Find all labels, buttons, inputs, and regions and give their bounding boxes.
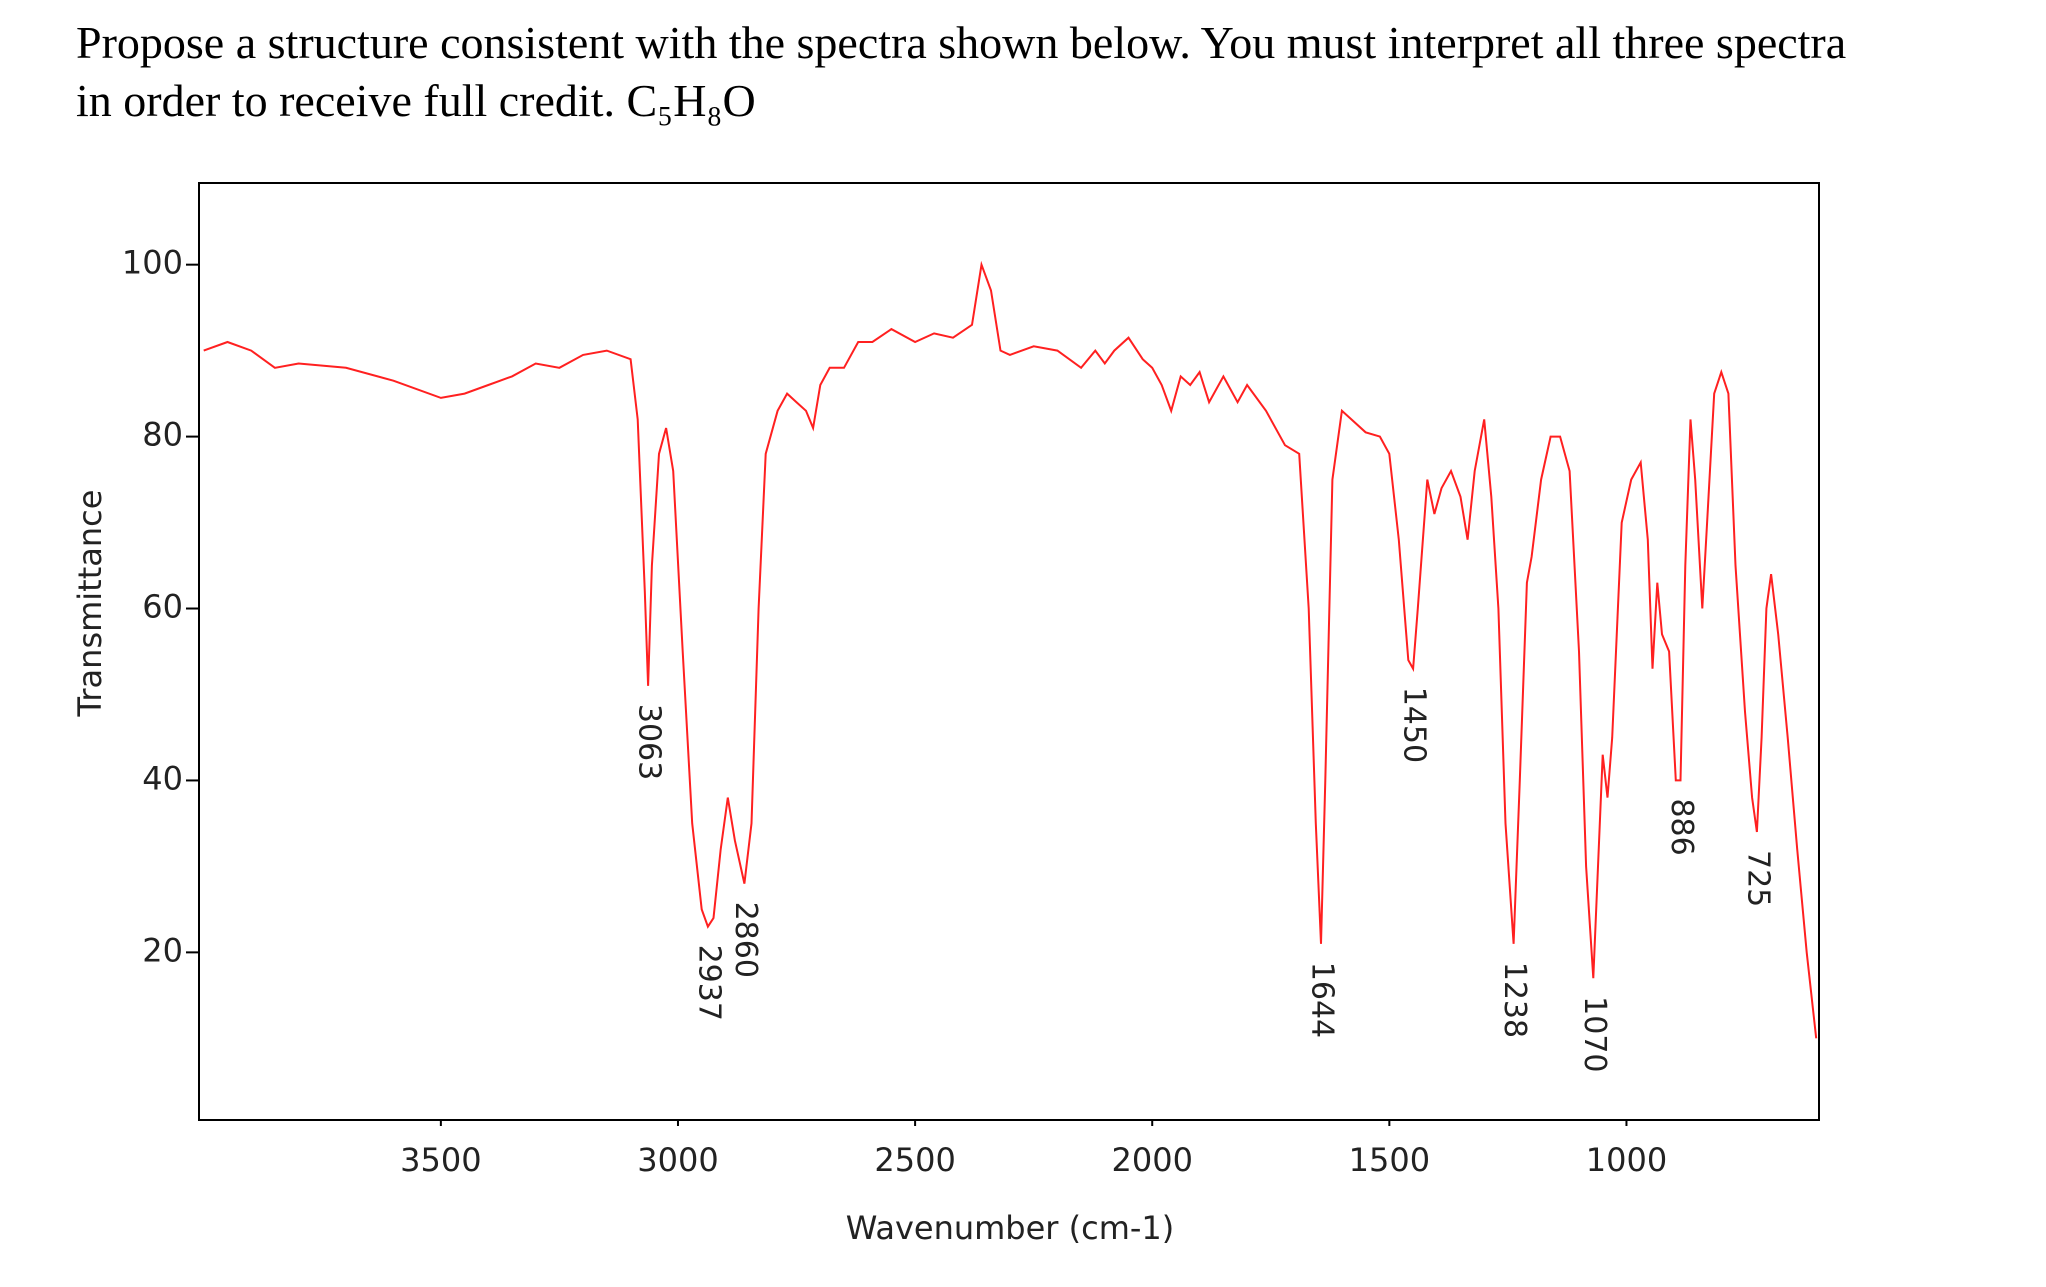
peak-label: 886 (1664, 798, 1699, 855)
peak-label: 1070 (1577, 996, 1612, 1072)
peak-label: 1238 (1497, 962, 1532, 1038)
x-tick-label: 1500 (1349, 1141, 1430, 1179)
peak-label: 2937 (691, 945, 726, 1021)
x-axis-title: Wavenumber (cm-1) (846, 1209, 1175, 1247)
question-line: Propose a structure consistent with the … (76, 17, 1847, 68)
x-tick-label: 3000 (637, 1141, 718, 1179)
plot-frame (198, 182, 1820, 1121)
x-tick-label: 2500 (874, 1141, 955, 1179)
y-tick-label: 20 (142, 931, 183, 969)
y-tick-label: 60 (142, 588, 183, 626)
y-tick-label: 40 (142, 759, 183, 797)
spectrum-line (203, 260, 1818, 1039)
question: Propose a structure consistent with the … (76, 14, 1846, 130)
peak-label: 725 (1740, 850, 1775, 907)
peak-label: 1450 (1397, 687, 1432, 763)
x-tick-label: 1000 (1586, 1141, 1667, 1179)
peak-label: 2860 (728, 902, 763, 978)
peak-label: 1644 (1305, 962, 1340, 1038)
y-tick-label: 80 (142, 416, 183, 454)
x-tick-label: 3500 (400, 1141, 481, 1179)
peak-label: 3063 (632, 704, 667, 780)
y-axis-title: Transmittance (71, 490, 109, 718)
x-tick-label: 2000 (1112, 1141, 1193, 1179)
question-line: in order to receive full credit. C₅H₈O (76, 75, 756, 126)
y-tick-label: 100 (122, 244, 183, 282)
